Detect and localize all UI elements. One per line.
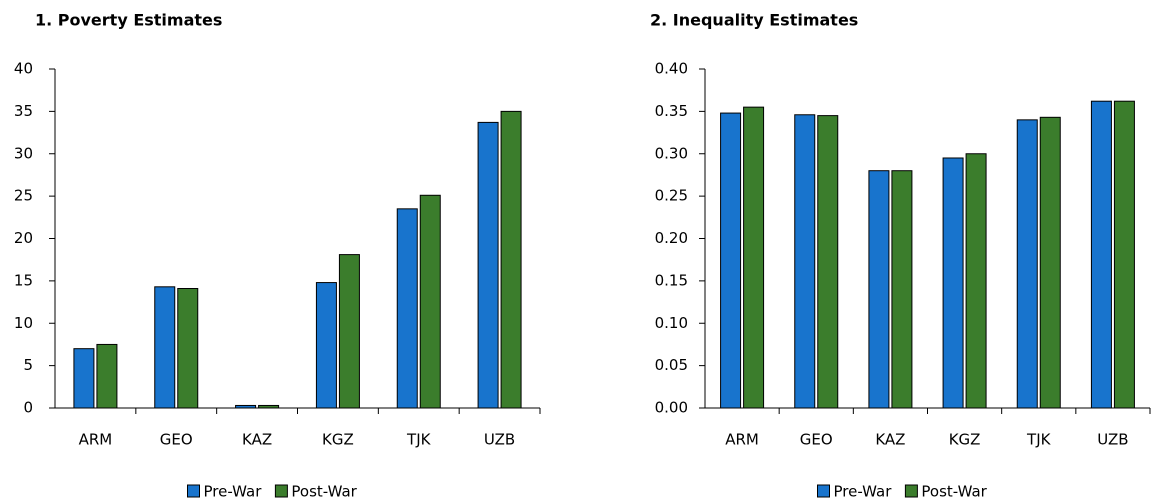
y-tick-label: 20 <box>14 229 33 247</box>
legend-label: Pre-War <box>834 483 893 501</box>
y-tick-label: 40 <box>14 60 33 78</box>
bar <box>315 282 337 409</box>
bar <box>177 288 199 409</box>
legend-label: Pre-War <box>204 483 263 501</box>
bar <box>96 343 118 409</box>
y-tick-label: 0.15 <box>655 271 688 289</box>
x-tick-label: GEO <box>800 431 833 449</box>
y-tick-label: 0.10 <box>655 314 688 332</box>
x-tick-label: KGZ <box>949 431 981 449</box>
bar <box>942 157 964 409</box>
y-tick-label: 0 <box>23 399 33 417</box>
x-tick-label: KAZ <box>242 431 272 449</box>
bar <box>817 115 839 409</box>
y-tick-label: 35 <box>14 102 33 120</box>
chart-title: 1. Poverty Estimates <box>35 11 222 30</box>
y-tick-label: 0.40 <box>655 60 688 78</box>
bar <box>477 121 499 409</box>
bar <box>258 404 280 409</box>
y-tick-label: 0.25 <box>655 187 688 205</box>
y-tick-label: 0.00 <box>655 399 688 417</box>
y-tick-label: 5 <box>23 356 33 374</box>
y-tick-label: 0.35 <box>655 102 688 120</box>
bar <box>1039 116 1061 409</box>
x-tick-label: KAZ <box>875 431 905 449</box>
bar <box>73 348 95 409</box>
x-tick-label: ARM <box>79 431 113 449</box>
legend-swatch <box>817 484 830 498</box>
bar <box>235 404 257 409</box>
x-tick-label: TJK <box>406 431 432 449</box>
bar <box>1090 100 1112 409</box>
y-tick-label: 10 <box>14 314 33 332</box>
bar <box>338 254 360 409</box>
x-tick-label: UZB <box>484 431 515 449</box>
legend-label: Post-War <box>291 483 357 501</box>
legend-swatch <box>904 484 918 498</box>
y-tick-label: 0.20 <box>655 229 688 247</box>
bar <box>891 170 913 409</box>
x-tick-label: TJK <box>1026 431 1052 449</box>
y-tick-label: 25 <box>14 187 33 205</box>
y-tick-label: 15 <box>14 271 33 289</box>
bar <box>396 208 418 409</box>
bar <box>794 114 816 409</box>
y-tick-label: 0.05 <box>655 356 688 374</box>
x-tick-label: GEO <box>160 431 193 449</box>
bar <box>965 153 987 409</box>
bar <box>720 112 742 409</box>
bar <box>154 286 176 409</box>
legend-swatch <box>187 484 200 498</box>
y-tick-label: 0.30 <box>655 144 688 162</box>
bar <box>1113 100 1135 409</box>
y-tick-label: 30 <box>14 144 33 162</box>
x-tick-label: UZB <box>1097 431 1128 449</box>
bar <box>1016 119 1038 409</box>
x-tick-label: KGZ <box>322 431 354 449</box>
legend-label: Post-War <box>921 483 987 501</box>
chart-title: 2. Inequality Estimates <box>650 11 858 30</box>
bar <box>743 106 765 409</box>
legend-swatch <box>274 484 288 498</box>
x-tick-label: ARM <box>725 431 759 449</box>
bar <box>868 170 890 409</box>
bar <box>419 194 441 409</box>
bar <box>500 110 522 409</box>
